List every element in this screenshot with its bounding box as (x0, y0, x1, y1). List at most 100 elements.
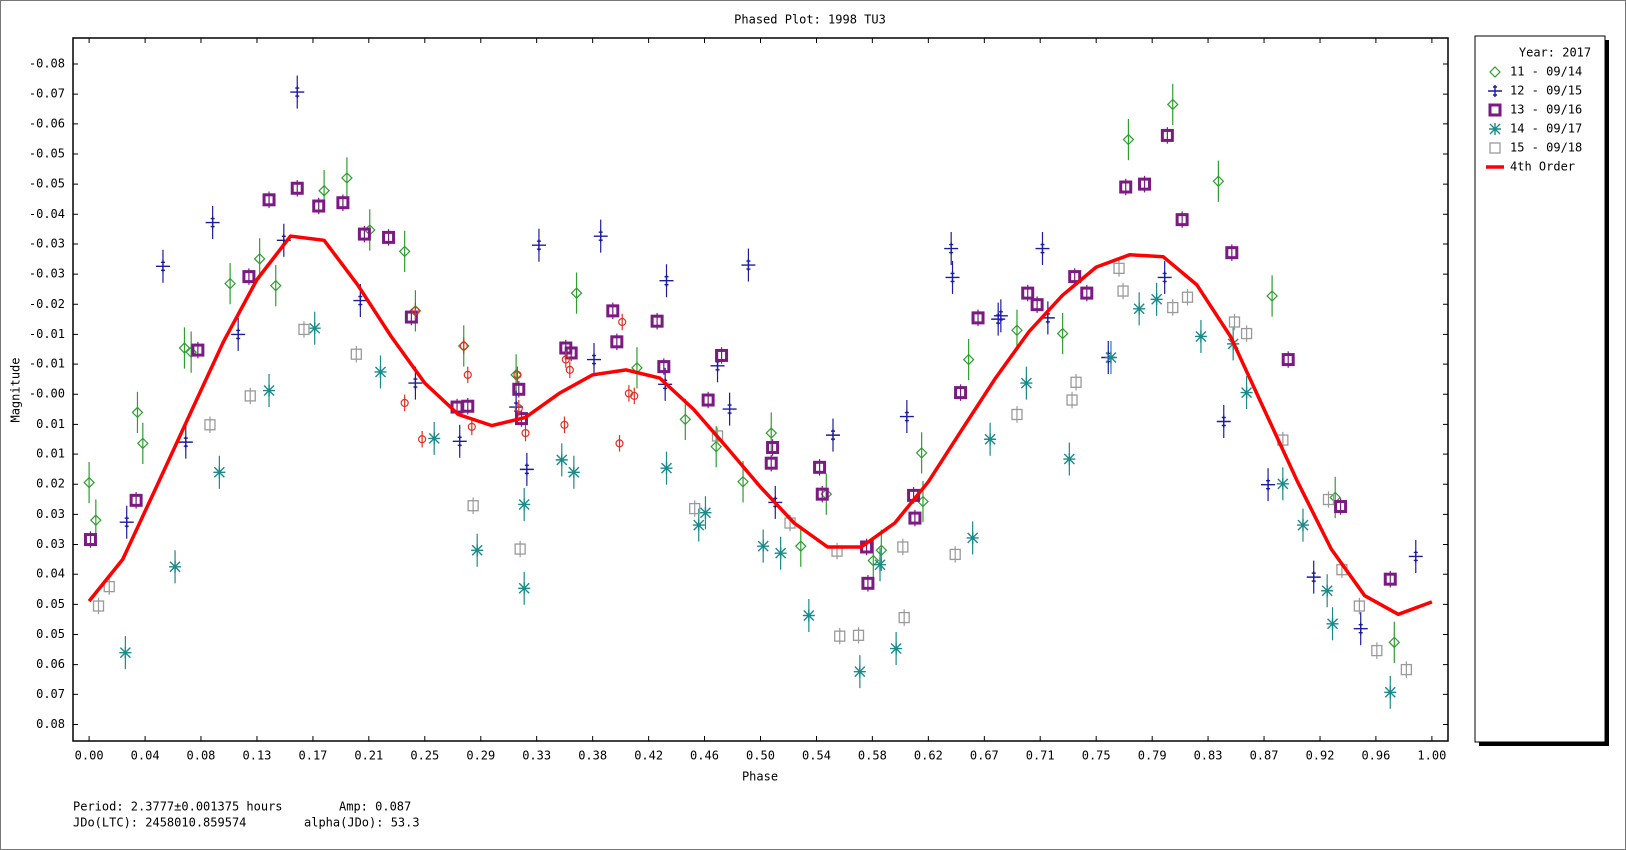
marker (1489, 123, 1501, 135)
data-point (169, 550, 182, 584)
marker (915, 447, 928, 459)
data-point (452, 424, 467, 458)
marker (509, 401, 524, 414)
marker (178, 436, 193, 449)
data-point (519, 452, 534, 486)
data-point (861, 575, 875, 592)
marker (774, 547, 787, 560)
data-point (185, 331, 198, 373)
data-point (949, 546, 961, 563)
data-point (586, 343, 601, 377)
marker (1225, 246, 1239, 260)
data-point (560, 416, 569, 434)
data-point (382, 229, 396, 246)
marker (1181, 291, 1194, 303)
data-point (1181, 288, 1194, 306)
marker (1321, 584, 1334, 597)
data-point (689, 500, 701, 517)
marker (1030, 298, 1044, 312)
data-point (83, 531, 97, 548)
marker (155, 260, 170, 273)
marker (1138, 177, 1152, 191)
marker (350, 348, 362, 360)
marker (276, 234, 291, 247)
marker (764, 456, 778, 470)
data-point (463, 366, 472, 384)
marker (966, 531, 979, 544)
data-point (1020, 366, 1033, 400)
marker (178, 342, 191, 354)
marker (899, 410, 914, 423)
data-point (1353, 612, 1368, 646)
data-point (518, 571, 531, 605)
data-point (1216, 404, 1231, 439)
marker (1063, 453, 1076, 466)
y-tick-label: 0.02 (36, 477, 65, 491)
data-point (1321, 574, 1334, 608)
marker (944, 242, 959, 255)
marker (1489, 66, 1501, 78)
marker (428, 432, 441, 445)
legend-label: 15 - 09/18 (1510, 141, 1582, 155)
marker (1488, 103, 1502, 117)
data-point (630, 387, 639, 405)
data-point (312, 197, 326, 215)
marker (514, 543, 526, 555)
marker (103, 580, 115, 593)
data-point (962, 338, 975, 381)
x-tick-label: 0.46 (690, 749, 719, 763)
marker (467, 422, 476, 431)
y-tick-label: -0.01 (29, 357, 65, 371)
data-point (398, 230, 411, 273)
marker (404, 310, 418, 324)
data-point (269, 265, 282, 307)
marker (1388, 636, 1401, 649)
data-point (263, 374, 276, 408)
data-point (899, 400, 914, 434)
data-point (890, 632, 903, 666)
x-tick-label: 0.67 (970, 749, 999, 763)
x-tick-label: 0.38 (578, 749, 607, 763)
data-point (1056, 312, 1069, 355)
data-point (766, 439, 780, 456)
data-point (715, 347, 729, 364)
data-point (418, 430, 427, 448)
marker (463, 370, 472, 379)
x-tick-label: 0.96 (1361, 749, 1390, 763)
data-point (898, 609, 910, 626)
y-tick-label: 0.05 (36, 597, 65, 611)
y-tick-label: -0.07 (29, 87, 65, 101)
marker (1011, 324, 1023, 337)
marker (1353, 622, 1368, 635)
data-point (467, 418, 476, 436)
data-point (593, 219, 608, 253)
marker (971, 311, 985, 325)
data-point (660, 451, 673, 485)
marker (1326, 617, 1339, 630)
marker (1488, 85, 1502, 97)
marker (374, 365, 387, 378)
marker (452, 435, 467, 448)
data-point (205, 206, 220, 240)
marker (650, 314, 664, 328)
data-point (411, 302, 420, 320)
data-point (1070, 374, 1082, 391)
marker (353, 294, 368, 307)
marker (290, 86, 305, 99)
y-axis-label: Magnitude (9, 357, 23, 422)
marker (1296, 519, 1309, 532)
data-point (993, 299, 1008, 333)
marker (561, 355, 570, 364)
marker (657, 360, 671, 374)
marker (701, 393, 715, 407)
marker (1122, 133, 1135, 146)
marker (400, 398, 409, 408)
marker (606, 304, 620, 318)
marker (630, 391, 639, 400)
marker (467, 500, 479, 512)
legend-title: Year: 2017 (1519, 46, 1591, 60)
data-point (178, 327, 191, 369)
data-point (1113, 260, 1125, 277)
data-point (244, 387, 256, 405)
data-point (897, 538, 909, 556)
